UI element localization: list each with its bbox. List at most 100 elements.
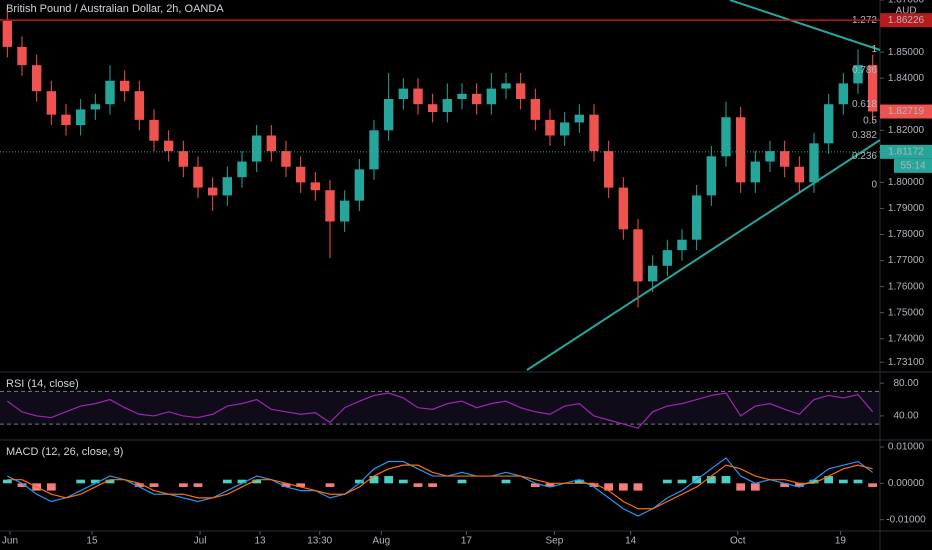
histogram-bar — [252, 479, 262, 484]
fib-label: 1 — [871, 44, 877, 55]
x-tick-label: Sep — [546, 536, 564, 547]
y-tick-label: 40.00 — [893, 411, 918, 422]
candle-body — [251, 135, 262, 162]
y-tick-label: 1.73100 — [888, 357, 925, 368]
rsi-band — [0, 391, 880, 425]
x-tick-label: 15 — [86, 536, 98, 547]
y-tick-label: 1.74000 — [888, 333, 925, 344]
candle-body — [735, 117, 746, 183]
y-tick-label: 1.84000 — [888, 73, 925, 84]
histogram-bar — [46, 483, 56, 491]
candle-body — [237, 161, 247, 178]
histogram-bar — [794, 483, 804, 487]
candle-body — [765, 151, 775, 162]
histogram-bar — [662, 479, 672, 484]
candle-body — [383, 99, 394, 131]
indicator-title: MACD (12, 26, close, 9) — [6, 446, 123, 458]
histogram-bar — [574, 479, 584, 484]
histogram-bar — [134, 483, 144, 487]
candle-body — [90, 104, 101, 110]
candle-body — [178, 151, 189, 167]
indicator-title: RSI (14, close) — [6, 378, 79, 390]
candle-body — [149, 119, 159, 141]
candle-body — [369, 130, 379, 170]
histogram-bar — [501, 479, 511, 484]
candle-body — [163, 140, 174, 152]
fib-label: 0 — [871, 180, 877, 191]
histogram-bar — [90, 479, 100, 484]
indicator-line — [7, 464, 873, 510]
histogram-bar — [545, 483, 555, 487]
fib-label: 0.786 — [852, 65, 877, 76]
candle-body — [545, 119, 555, 136]
candle-body — [515, 83, 526, 100]
candle-body — [530, 99, 541, 120]
histogram-bar — [736, 483, 746, 491]
countdown-box — [894, 158, 932, 173]
y-tick-label: -0.01000 — [886, 514, 926, 525]
y-tick-label: 0.01000 — [888, 442, 925, 453]
x-tick-label: Jun — [2, 536, 18, 547]
fib-label: 0.5 — [863, 115, 877, 126]
histogram-bar — [2, 479, 12, 484]
histogram-bar — [721, 476, 731, 484]
x-tick-label: 17 — [461, 536, 473, 547]
candle-body — [589, 114, 599, 152]
currency-label: AUD — [895, 6, 916, 17]
x-tick-label: 14 — [625, 536, 637, 547]
candle-body — [559, 122, 570, 136]
x-tick-label: Aug — [372, 536, 390, 547]
candle-body — [779, 151, 790, 167]
histogram-bar — [149, 483, 159, 487]
candle-body — [442, 99, 453, 113]
y-tick-label: 1.76000 — [888, 281, 925, 292]
price-label: 1.86226 — [888, 15, 925, 26]
histogram-bar — [193, 483, 203, 487]
candle-body — [207, 187, 218, 196]
candle-body — [413, 88, 423, 105]
candle-body — [119, 80, 130, 92]
candle-body — [281, 151, 291, 167]
candle-body — [17, 46, 27, 66]
candle-body — [501, 83, 511, 89]
candle-body — [486, 88, 497, 105]
candle-body — [2, 20, 13, 47]
histogram-bar — [413, 483, 423, 487]
y-tick-label: 1.79000 — [888, 203, 925, 214]
candle-body — [354, 169, 365, 201]
trend-line — [729, 0, 881, 51]
histogram-bar — [398, 479, 408, 484]
histogram-bar — [17, 483, 27, 487]
countdown: 55:14 — [900, 160, 925, 171]
candle-body — [662, 250, 673, 266]
histogram-bar — [604, 483, 614, 491]
fib-label: 0.618 — [852, 99, 877, 110]
histogram-bar — [530, 483, 540, 487]
histogram-bar — [237, 479, 247, 484]
y-tick-label: 1.77000 — [888, 255, 925, 266]
candle-body — [310, 182, 321, 191]
candle-body — [574, 114, 585, 123]
histogram-bar — [178, 483, 188, 487]
histogram-bar — [105, 479, 115, 484]
candle-body — [222, 177, 233, 196]
candle-body — [603, 151, 614, 188]
histogram-bar — [868, 483, 878, 487]
chart-title: British Pound / Australian Dollar, 2h, O… — [6, 3, 224, 15]
histogram-bar — [853, 479, 863, 484]
histogram-bar — [354, 479, 364, 484]
candle-body — [134, 91, 145, 120]
y-tick-label: 1.80000 — [888, 177, 925, 188]
candle-body — [853, 65, 863, 84]
candle-body — [31, 65, 42, 92]
indicator-line — [7, 457, 874, 517]
x-tick-label: 19 — [835, 536, 847, 547]
indicator-line — [6, 392, 874, 429]
candle-body — [398, 88, 409, 100]
histogram-bar — [296, 483, 306, 487]
candle-body — [325, 190, 335, 222]
price-label-box — [880, 13, 932, 28]
y-tick-label: 0.00000 — [888, 478, 925, 489]
